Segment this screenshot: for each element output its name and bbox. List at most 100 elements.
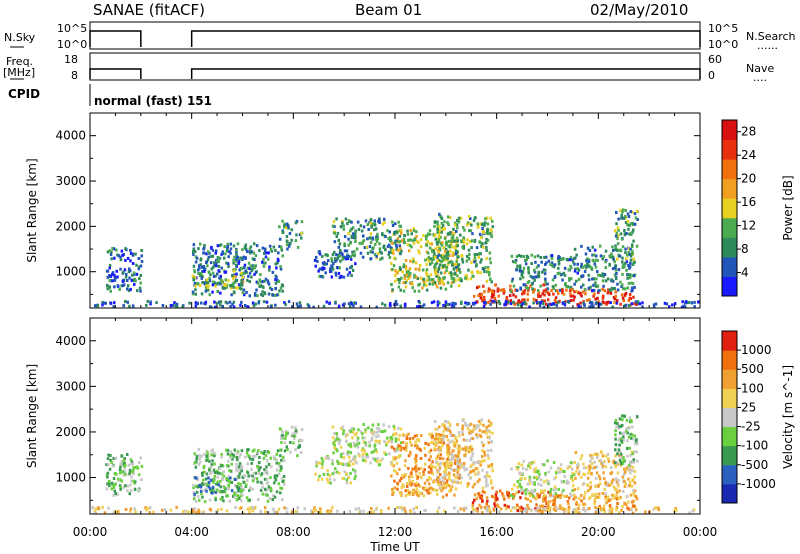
colorbar-tick-label: 500 xyxy=(741,362,764,376)
echo-cell xyxy=(446,438,450,442)
echo-cell xyxy=(249,486,252,490)
echo-cell xyxy=(351,468,355,472)
echo-cell xyxy=(579,301,582,305)
colorbar-tick-label: 20 xyxy=(741,172,756,186)
echo-cell xyxy=(259,280,262,284)
echo-cell xyxy=(232,261,235,265)
echo-cell xyxy=(247,474,250,478)
echo-cell xyxy=(333,231,337,235)
echo-cell xyxy=(432,480,436,484)
echo-cell xyxy=(614,268,618,272)
echo-cell xyxy=(487,419,491,423)
echo-cell xyxy=(273,510,276,514)
echo-cell xyxy=(457,263,461,267)
echo-cell xyxy=(607,300,610,304)
echo-cell xyxy=(406,242,410,246)
echo-cell xyxy=(587,497,591,501)
echo-cell xyxy=(626,494,629,498)
echo-cell xyxy=(237,489,240,493)
echo-cell xyxy=(572,508,576,512)
echo-cell xyxy=(242,488,245,492)
echo-cell xyxy=(554,283,557,287)
echo-cell xyxy=(248,488,251,492)
echo-cell xyxy=(557,255,560,258)
echo-cell xyxy=(533,483,536,486)
echo-cell xyxy=(342,432,345,436)
echo-cell xyxy=(607,459,611,463)
echo-cell xyxy=(447,484,451,488)
echo-cell xyxy=(622,438,625,442)
echo-cell xyxy=(197,511,201,514)
echo-cell xyxy=(610,480,614,484)
echo-cell xyxy=(631,221,634,225)
echo-cell xyxy=(239,482,242,486)
nave-legend-dots: .... xyxy=(753,71,767,84)
echo-cell xyxy=(341,255,345,259)
echo-cell xyxy=(488,436,492,440)
echo-cell xyxy=(383,221,386,224)
echo-cell xyxy=(446,473,449,477)
echo-cell xyxy=(487,287,491,291)
echo-cell xyxy=(544,268,547,272)
echo-cell xyxy=(192,278,195,282)
echo-cell xyxy=(582,283,585,287)
echo-cell xyxy=(442,429,445,433)
echo-cell xyxy=(389,236,392,240)
echo-cell xyxy=(285,222,289,226)
echo-cell xyxy=(594,496,597,499)
echo-cell xyxy=(330,257,333,261)
echo-cell xyxy=(342,224,345,228)
echo-cell xyxy=(392,251,395,255)
echo-cell xyxy=(460,300,463,304)
echo-cell xyxy=(241,511,245,514)
echo-cell xyxy=(471,451,474,455)
echo-cell xyxy=(615,248,619,252)
echo-cell xyxy=(597,484,600,488)
echo-cell xyxy=(268,268,271,272)
echo-cell xyxy=(550,303,553,307)
echo-cell xyxy=(437,440,441,444)
echo-cell xyxy=(485,502,488,506)
echo-cell xyxy=(383,217,386,221)
echo-cell xyxy=(224,278,227,282)
echo-cell xyxy=(246,278,249,282)
echo-cell xyxy=(334,467,337,471)
echo-cell xyxy=(400,506,403,510)
echo-cell xyxy=(609,483,613,486)
echo-cell xyxy=(419,466,423,470)
echo-cell xyxy=(622,216,626,220)
echo-cell xyxy=(229,469,233,473)
echo-cell xyxy=(103,511,107,514)
echo-cell xyxy=(108,285,111,289)
echo-cell xyxy=(469,217,472,220)
echo-cell xyxy=(488,430,492,434)
echo-cell xyxy=(481,468,484,472)
colorbar-band xyxy=(722,464,737,485)
echo-cell xyxy=(638,302,642,306)
echo-cell xyxy=(577,278,581,281)
echo-cell xyxy=(221,477,224,481)
echo-cell xyxy=(549,263,552,266)
echo-cell xyxy=(471,504,474,508)
echo-cell xyxy=(553,485,557,489)
echo-cell xyxy=(221,286,225,290)
echo-cell xyxy=(460,462,464,466)
echo-cell xyxy=(194,276,197,280)
echo-cell xyxy=(411,489,415,493)
echo-cell xyxy=(610,278,613,282)
echo-cell xyxy=(488,232,492,236)
echo-cell xyxy=(623,480,626,484)
echo-cell xyxy=(403,506,406,510)
echo-cell xyxy=(279,265,282,268)
echo-cell xyxy=(473,482,476,486)
echo-cell xyxy=(478,232,482,236)
echo-cell xyxy=(281,219,284,223)
echo-cell xyxy=(404,473,408,477)
echo-cell xyxy=(446,281,450,285)
echo-cell xyxy=(294,448,297,452)
echo-cell xyxy=(204,289,208,293)
echo-cell xyxy=(519,254,523,258)
echo-cell xyxy=(373,228,376,232)
echo-cell xyxy=(483,290,486,294)
echo-cell xyxy=(391,220,394,224)
